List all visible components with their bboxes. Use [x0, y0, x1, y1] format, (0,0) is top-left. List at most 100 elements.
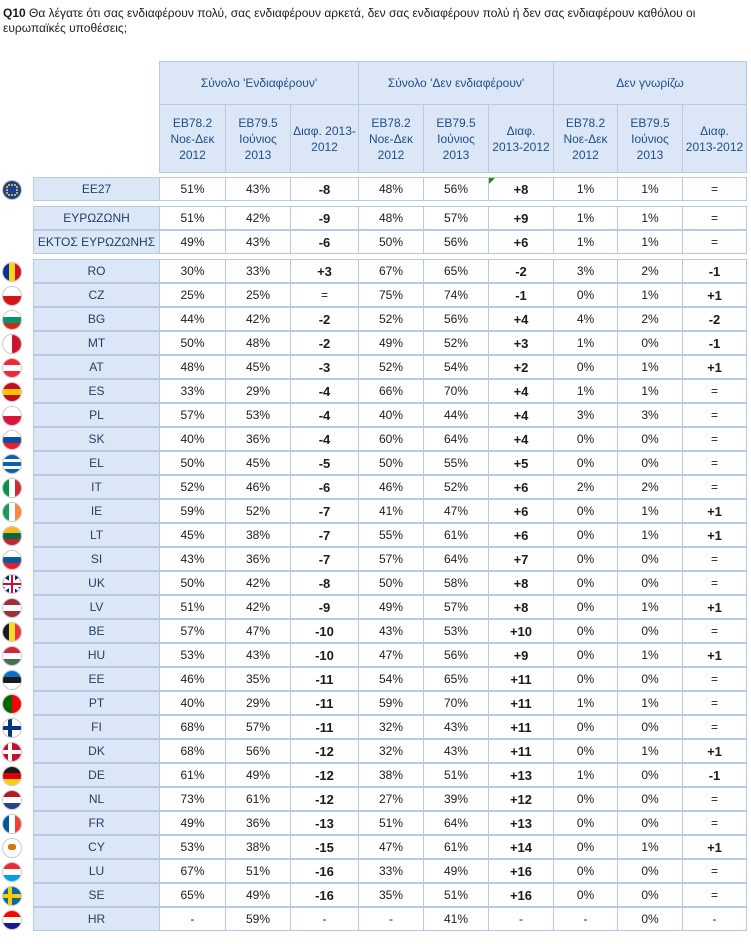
value-cell: 42%	[225, 595, 291, 619]
flag-bg-icon	[2, 310, 22, 330]
value-cell: 0%	[553, 667, 618, 691]
diff-cell: -4	[290, 403, 359, 427]
diff-cell: +16	[488, 883, 554, 907]
value-cell: 53%	[159, 835, 226, 859]
value-cell: 57%	[423, 206, 489, 230]
value-cell: 0%	[617, 787, 683, 811]
value-cell: 50%	[159, 571, 226, 595]
diff-cell: -8	[290, 571, 359, 595]
diff-cell: =	[682, 691, 747, 715]
diff-cell: -8	[290, 177, 359, 201]
value-cell: 36%	[225, 547, 291, 571]
value-cell: 36%	[225, 811, 291, 835]
table-row: SK 40% 36% -4 60% 64% +4 0% 0% =	[0, 427, 751, 451]
diff-cell: +4	[488, 307, 554, 331]
value-cell: 59%	[358, 691, 424, 715]
sub-header: EB79.5 Ιούνιος 2013	[617, 104, 683, 173]
value-cell: 67%	[358, 259, 424, 283]
sub-header: Διαφ. 2013-2012	[488, 104, 554, 173]
value-cell: 1%	[617, 691, 683, 715]
diff-cell: +4	[488, 379, 554, 403]
diff-cell: =	[682, 177, 747, 201]
diff-cell: +11	[488, 715, 554, 739]
value-cell: 25%	[225, 283, 291, 307]
value-cell: 52%	[159, 475, 226, 499]
diff-cell: +8	[488, 595, 554, 619]
diff-cell: =	[682, 619, 747, 643]
country-label: FR	[33, 811, 160, 835]
country-label: AT	[33, 355, 160, 379]
value-cell: 0%	[617, 427, 683, 451]
table-row: ΕΚΤΟΣ ΕΥΡΩΖΩΝΗΣ 49% 43% -6 50% 56% +6 1% 1% =	[0, 230, 751, 254]
value-cell: 57%	[225, 715, 291, 739]
comment-marker-icon	[489, 178, 495, 184]
diff-cell: -7	[290, 499, 359, 523]
table-row: EE 46% 35% -11 54% 65% +11 0% 0% =	[0, 667, 751, 691]
diff-cell: +6	[488, 523, 554, 547]
diff-cell: =	[682, 667, 747, 691]
value-cell: 61%	[423, 523, 489, 547]
value-cell: 53%	[423, 619, 489, 643]
table-row: ΕΥΡΩΖΩΝΗ 51% 42% -9 48% 57% +9 1% 1% =	[0, 206, 751, 230]
value-cell: 70%	[423, 379, 489, 403]
diff-cell: +3	[488, 331, 554, 355]
diff-cell: +11	[488, 691, 554, 715]
diff-cell: -12	[290, 787, 359, 811]
value-cell: 0%	[617, 619, 683, 643]
value-cell: 57%	[159, 619, 226, 643]
value-cell: 0%	[553, 571, 618, 595]
diff-cell: -12	[290, 763, 359, 787]
value-cell: 0%	[553, 283, 618, 307]
country-label: PT	[33, 691, 160, 715]
diff-cell: +1	[682, 643, 747, 667]
table-row: IE 59% 52% -7 41% 47% +6 0% 1% +1	[0, 499, 751, 523]
value-cell: 1%	[617, 283, 683, 307]
value-cell: 1%	[617, 739, 683, 763]
table-row: AT 48% 45% -3 52% 54% +2 0% 1% +1	[0, 355, 751, 379]
diff-cell: +1	[682, 355, 747, 379]
country-label: MT	[33, 331, 160, 355]
value-cell: 49%	[358, 595, 424, 619]
diff-cell: +8	[488, 571, 554, 595]
table-row: HR -59% - -41% - -0% -	[0, 907, 751, 931]
country-label: CY	[33, 835, 160, 859]
value-cell: 30%	[159, 259, 226, 283]
value-cell: 0%	[617, 547, 683, 571]
diff-cell: -1	[682, 763, 747, 787]
country-label: LV	[33, 595, 160, 619]
value-cell: 54%	[358, 667, 424, 691]
value-cell: 47%	[358, 643, 424, 667]
flag-mt-icon	[2, 334, 22, 354]
diff-cell: +1	[682, 499, 747, 523]
diff-cell: +1	[682, 835, 747, 859]
sub-header: EB78.2 Νοε-Δεκ 2012	[159, 104, 226, 173]
value-cell: 41%	[423, 907, 489, 931]
table-row: ES 33% 29% -4 66% 70% +4 1% 1% =	[0, 379, 751, 403]
value-cell: 68%	[159, 715, 226, 739]
value-cell: 0%	[553, 883, 618, 907]
value-cell: 74%	[423, 283, 489, 307]
value-cell: 0%	[553, 595, 618, 619]
diff-cell: =	[682, 715, 747, 739]
value-cell: -	[553, 907, 618, 931]
diff-cell: =	[682, 547, 747, 571]
sub-header: EB78.2 Νοε-Δεκ 2012	[358, 104, 424, 173]
country-label: ΕΥΡΩΖΩΝΗ	[33, 206, 160, 230]
country-label: EE	[33, 667, 160, 691]
flag-lv-icon	[2, 598, 22, 618]
flag-de-icon	[2, 766, 22, 786]
value-cell: 1%	[553, 691, 618, 715]
value-cell: 61%	[423, 835, 489, 859]
value-cell: 1%	[617, 835, 683, 859]
sub-header: EB79.5 Ιούνιος 2013	[225, 104, 291, 173]
value-cell: -	[159, 907, 226, 931]
value-cell: 43%	[423, 715, 489, 739]
value-cell: 43%	[358, 619, 424, 643]
value-cell: 56%	[423, 230, 489, 254]
diff-cell: +13	[488, 763, 554, 787]
flag-hr-icon	[2, 910, 22, 930]
value-cell: 43%	[225, 230, 291, 254]
value-cell: 0%	[553, 355, 618, 379]
country-label: IE	[33, 499, 160, 523]
flag-it-icon	[2, 478, 22, 498]
